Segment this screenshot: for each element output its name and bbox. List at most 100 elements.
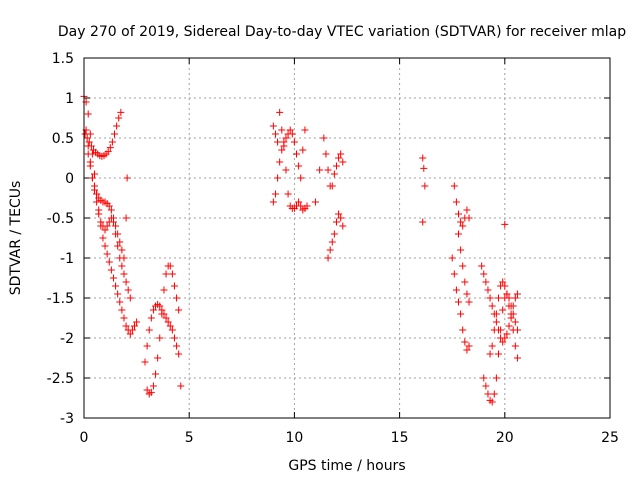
y-tick-label: -0.5 <box>47 211 74 227</box>
y-tick-label: -1 <box>60 251 74 267</box>
data-point <box>480 374 488 382</box>
data-point <box>85 138 93 146</box>
data-point <box>274 138 282 146</box>
data-point <box>339 158 347 166</box>
data-point <box>465 342 473 350</box>
data-point <box>101 226 109 234</box>
data-point <box>457 310 465 318</box>
x-tick-label: 20 <box>496 430 514 446</box>
data-point <box>122 278 130 286</box>
data-point <box>330 170 338 178</box>
data-point <box>162 270 170 278</box>
data-point <box>115 114 123 122</box>
data-point <box>328 182 336 190</box>
data-point <box>299 146 307 154</box>
x-tick-label: 5 <box>185 430 194 446</box>
data-point <box>511 342 519 350</box>
data-point <box>91 182 99 190</box>
y-tick-labels: 1.5 1 0.5 0 -0.5 -1 -1.5 -2 -2.5 -3 <box>47 51 74 427</box>
data-point <box>484 286 492 294</box>
data-point <box>112 282 120 290</box>
series-track-g <box>269 108 311 214</box>
data-point <box>86 162 94 170</box>
y-tick-label: -1.5 <box>47 291 74 307</box>
data-point <box>271 130 279 138</box>
data-point <box>152 370 160 378</box>
data-point <box>91 170 99 178</box>
series-track-p <box>478 262 521 346</box>
data-point <box>126 294 134 302</box>
data-point <box>494 294 502 302</box>
data-point <box>290 138 298 146</box>
data-point <box>118 262 126 270</box>
data-point <box>113 122 121 130</box>
x-tick-label: 0 <box>80 430 89 446</box>
data-point <box>488 398 496 406</box>
data-point <box>147 314 155 322</box>
data-point <box>459 222 467 230</box>
data-point <box>494 350 502 358</box>
data-point <box>480 270 488 278</box>
data-point <box>99 234 107 242</box>
data-point <box>156 302 164 310</box>
data-point <box>505 294 513 302</box>
data-point <box>166 262 174 270</box>
data-point <box>505 302 513 310</box>
data-point <box>316 166 324 174</box>
y-tick-label: -2 <box>60 331 74 347</box>
data-point <box>513 290 521 298</box>
data-point <box>118 306 126 314</box>
data-point <box>465 298 473 306</box>
data-point <box>324 166 332 174</box>
data-point <box>173 342 181 350</box>
data-point <box>499 306 507 314</box>
data-point <box>337 150 345 158</box>
data-point <box>452 286 460 294</box>
data-point <box>175 350 183 358</box>
data-point <box>419 154 427 162</box>
data-point <box>486 294 494 302</box>
data-point <box>503 290 511 298</box>
data-point <box>288 130 296 138</box>
data-point <box>301 126 309 134</box>
series-track-l <box>450 182 473 230</box>
data-point <box>328 238 336 246</box>
data-point <box>509 326 517 334</box>
data-points <box>80 92 521 406</box>
data-point <box>116 238 124 246</box>
data-point <box>175 306 183 314</box>
data-point <box>158 306 166 314</box>
data-point <box>284 190 292 198</box>
y-tick-label: 1 <box>65 91 74 107</box>
series-track-f <box>141 300 185 390</box>
data-point <box>149 382 157 390</box>
data-point <box>84 110 92 118</box>
data-point <box>88 174 96 182</box>
data-point <box>162 314 170 322</box>
series-track-b <box>81 108 125 160</box>
data-point <box>297 174 305 182</box>
data-point <box>84 142 92 150</box>
data-point <box>459 326 467 334</box>
data-point <box>154 354 162 362</box>
data-point <box>84 150 92 158</box>
data-point <box>492 310 500 318</box>
data-point <box>160 286 168 294</box>
data-point <box>107 266 115 274</box>
data-point <box>335 210 343 218</box>
grid <box>84 58 610 418</box>
data-point <box>511 294 519 302</box>
data-point <box>276 108 284 116</box>
series-track-i <box>311 134 347 206</box>
data-point <box>332 218 340 226</box>
data-point <box>461 338 469 346</box>
y-tick-label: 0 <box>65 171 74 187</box>
y-tick-label: -2.5 <box>47 371 74 387</box>
data-point <box>114 230 122 238</box>
data-point <box>326 246 334 254</box>
y-tick-label: 0.5 <box>52 131 74 147</box>
data-point <box>269 198 277 206</box>
series-track-n <box>455 230 473 306</box>
data-point <box>274 174 282 182</box>
